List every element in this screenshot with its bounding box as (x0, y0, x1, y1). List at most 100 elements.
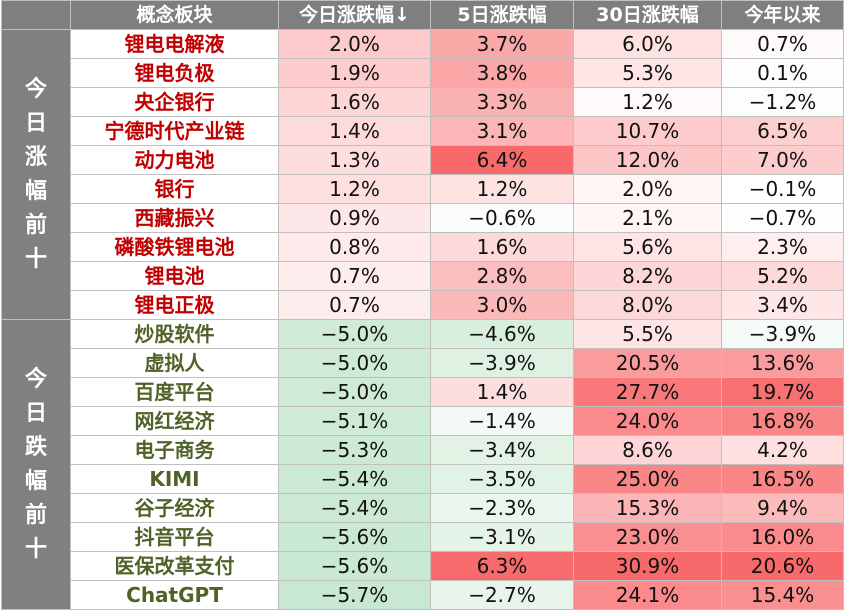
five-day-change-cell: 3.3% (430, 87, 574, 117)
five-day-change-cell: −3.4% (430, 435, 574, 465)
thirty-day-change-cell: 10.7% (573, 116, 722, 146)
ytd-change-cell: 16.8% (721, 406, 844, 436)
today-change-cell: 1.3% (278, 145, 431, 175)
ytd-change-cell: −3.9% (721, 319, 844, 349)
table-row: 医保改革支付 −5.6% 6.3% 30.9% 20.6% (2, 551, 844, 581)
column-header-name[interactable]: 概念板块 (70, 0, 279, 30)
five-day-change-cell: 1.2% (430, 174, 574, 204)
five-day-change-cell: −4.6% (430, 319, 574, 349)
five-day-change-cell: 1.4% (430, 377, 574, 407)
ytd-change-cell: −0.7% (721, 203, 844, 233)
sector-name-cell[interactable]: 炒股软件 (70, 319, 279, 349)
group-label-top-losers: 今日跌幅前十 (1, 319, 71, 610)
group-label-char: 涨 (24, 144, 47, 170)
ytd-change-cell: −1.2% (721, 87, 844, 117)
five-day-change-cell: 3.1% (430, 116, 574, 146)
sector-name-cell[interactable]: 锂电池 (70, 261, 279, 291)
today-change-cell: 2.0% (278, 29, 431, 59)
sector-name-cell[interactable]: 谷子经济 (70, 493, 279, 523)
column-header-today[interactable]: 今日涨跌幅↓ (278, 0, 431, 30)
group-label-char: 十 (24, 246, 47, 272)
thirty-day-change-cell: 2.0% (573, 174, 722, 204)
ytd-change-cell: 0.7% (721, 29, 844, 59)
sector-name-cell[interactable]: 网红经济 (70, 406, 279, 436)
thirty-day-change-cell: 23.0% (573, 522, 722, 552)
table-row: ChatGPT −5.7% −2.7% 24.1% 15.4% (2, 580, 844, 610)
five-day-change-cell: −3.5% (430, 464, 574, 494)
sector-name-cell[interactable]: 抖音平台 (70, 522, 279, 552)
table-row: KIMI −5.4% −3.5% 25.0% 16.5% (2, 464, 844, 494)
table-row: 今日跌幅前十炒股软件 −5.0% −4.6% 5.5% −3.9% (1, 319, 844, 610)
table-row: 百度平台 −5.0% 1.4% 27.7% 19.7% (2, 377, 844, 407)
thirty-day-change-cell: 5.6% (573, 232, 722, 262)
five-day-change-cell: 1.6% (430, 232, 574, 262)
ytd-change-cell: 20.6% (721, 551, 844, 581)
sector-name-cell[interactable]: 西藏振兴 (70, 203, 279, 233)
sector-name-cell[interactable]: 央企银行 (70, 87, 279, 117)
sector-name-cell[interactable]: 银行 (70, 174, 279, 204)
table-row: 锂电池 0.7% 2.8% 8.2% 5.2% (2, 261, 844, 291)
thirty-day-change-cell: 15.3% (573, 493, 722, 523)
group-label-char: 幅 (24, 178, 47, 204)
five-day-change-cell: 3.0% (430, 290, 574, 320)
five-day-change-cell: 3.7% (430, 29, 574, 59)
thirty-day-change-cell: 6.0% (573, 29, 722, 59)
thirty-day-change-cell: 5.3% (573, 58, 722, 88)
thirty-day-change-cell: 1.2% (573, 87, 722, 117)
sector-name-cell[interactable]: 动力电池 (70, 145, 279, 175)
thirty-day-change-cell: 25.0% (573, 464, 722, 494)
group-label-char: 幅 (24, 468, 47, 494)
thirty-day-change-cell: 8.6% (573, 435, 722, 465)
column-header-5d[interactable]: 5日涨跌幅 (430, 0, 574, 30)
five-day-change-cell: 2.8% (430, 261, 574, 291)
group-label-char: 今 (24, 76, 47, 102)
today-change-cell: 1.2% (278, 174, 431, 204)
header-row: 概念板块 今日涨跌幅↓ 5日涨跌幅 30日涨跌幅 今年以来 (1, 0, 844, 30)
ytd-change-cell: 7.0% (721, 145, 844, 175)
group-label-char: 前 (24, 502, 47, 528)
sector-name-cell[interactable]: 锂电正极 (70, 290, 279, 320)
table-row: 网红经济 −5.1% −1.4% 24.0% 16.8% (2, 406, 844, 436)
table-row: 宁德时代产业链 1.4% 3.1% 10.7% 6.5% (2, 116, 844, 146)
table-row: 锂电正极 0.7% 3.0% 8.0% 3.4% (2, 290, 844, 320)
sector-name-cell[interactable]: 磷酸铁锂电池 (70, 232, 279, 262)
group-label-char: 十 (24, 536, 47, 562)
table-row: 锂电负极 1.9% 3.8% 5.3% 0.1% (2, 58, 844, 88)
today-change-cell: −5.4% (278, 493, 431, 523)
table-row: 今日涨幅前十锂电电解液 2.0% 3.7% 6.0% 0.7% (1, 29, 844, 320)
today-change-cell: 1.6% (278, 87, 431, 117)
thirty-day-change-cell: 24.0% (573, 406, 722, 436)
today-change-cell: −5.0% (278, 348, 431, 378)
column-header-ytd[interactable]: 今年以来 (721, 0, 844, 30)
sector-name-cell[interactable]: ChatGPT (70, 580, 279, 610)
sector-name-cell[interactable]: 医保改革支付 (70, 551, 279, 581)
column-header-30d[interactable]: 30日涨跌幅 (573, 0, 722, 30)
sector-name-cell[interactable]: 宁德时代产业链 (70, 116, 279, 146)
today-change-cell: −5.4% (278, 464, 431, 494)
table-row: 西藏振兴 0.9% −0.6% 2.1% −0.7% (2, 203, 844, 233)
sector-name-cell[interactable]: 锂电电解液 (70, 29, 279, 59)
sector-name-cell[interactable]: KIMI (70, 464, 279, 494)
table-row: 银行 1.2% 1.2% 2.0% −0.1% (2, 174, 844, 204)
sector-name-cell[interactable]: 百度平台 (70, 377, 279, 407)
today-change-cell: 0.7% (278, 261, 431, 291)
today-change-cell: 0.9% (278, 203, 431, 233)
today-change-cell: 1.4% (278, 116, 431, 146)
thirty-day-change-cell: 2.1% (573, 203, 722, 233)
thirty-day-change-cell: 30.9% (573, 551, 722, 581)
ytd-change-cell: 9.4% (721, 493, 844, 523)
today-change-cell: −5.6% (278, 522, 431, 552)
today-change-cell: −5.1% (278, 406, 431, 436)
thirty-day-change-cell: 8.0% (573, 290, 722, 320)
today-change-cell: −5.0% (278, 319, 431, 349)
sector-name-cell[interactable]: 虚拟人 (70, 348, 279, 378)
today-change-cell: −5.3% (278, 435, 431, 465)
sector-name-cell[interactable]: 电子商务 (70, 435, 279, 465)
group-label-top-gainers: 今日涨幅前十 (1, 29, 71, 320)
five-day-change-cell: −1.4% (430, 406, 574, 436)
group-label-char: 日 (24, 110, 47, 136)
sector-name-cell[interactable]: 锂电负极 (70, 58, 279, 88)
five-day-change-cell: −2.3% (430, 493, 574, 523)
table-row: 磷酸铁锂电池 0.8% 1.6% 5.6% 2.3% (2, 232, 844, 262)
